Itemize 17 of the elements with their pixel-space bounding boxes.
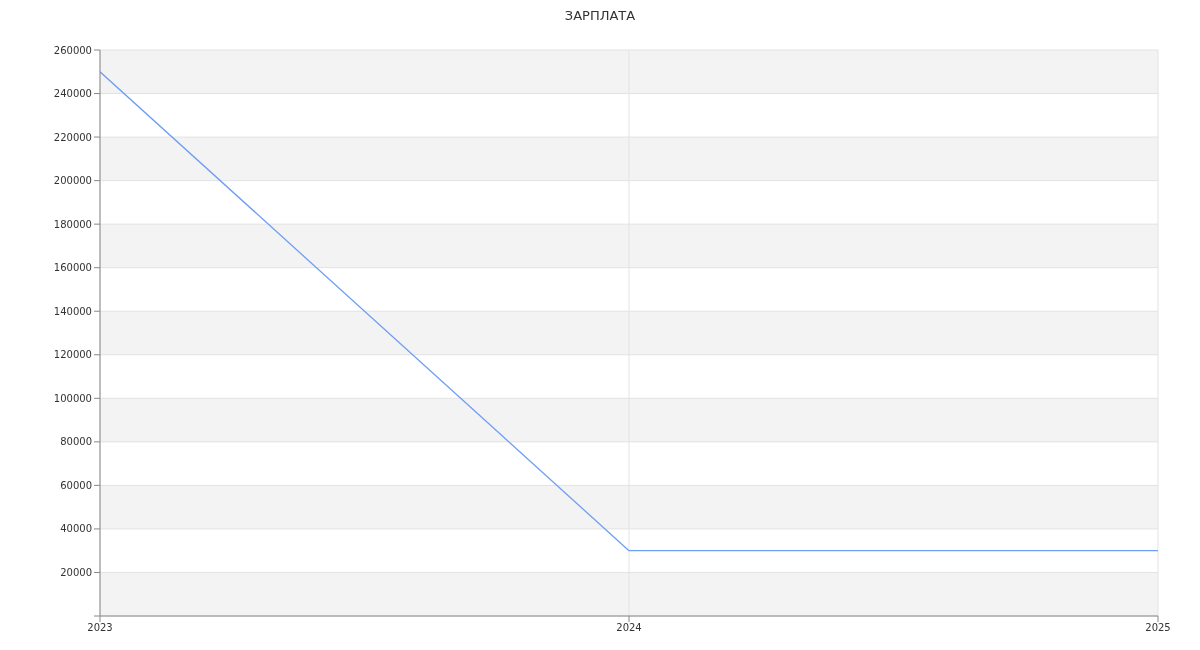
y-tick-label: 220000 (53, 131, 92, 143)
y-tick-label: 200000 (53, 175, 92, 187)
y-tick-label: 140000 (53, 305, 92, 317)
x-tick-label: 2023 (87, 622, 113, 634)
y-tick-label: 80000 (60, 436, 92, 448)
chart-title: ЗАРПЛАТА (563, 8, 637, 23)
y-tick-label: 240000 (53, 88, 92, 100)
x-tick-label: 2024 (616, 622, 642, 634)
y-tick-label: 60000 (60, 479, 92, 491)
y-tick-label: 260000 (53, 44, 92, 56)
y-tick-label: 180000 (53, 218, 92, 230)
y-tick-label: 100000 (53, 392, 92, 404)
y-tick-label: 160000 (53, 262, 92, 274)
y-tick-label: 20000 (60, 567, 92, 579)
y-tick-label: 120000 (53, 349, 92, 361)
y-tick-label: 40000 (60, 523, 92, 535)
x-tick-label: 2025 (1145, 622, 1171, 634)
